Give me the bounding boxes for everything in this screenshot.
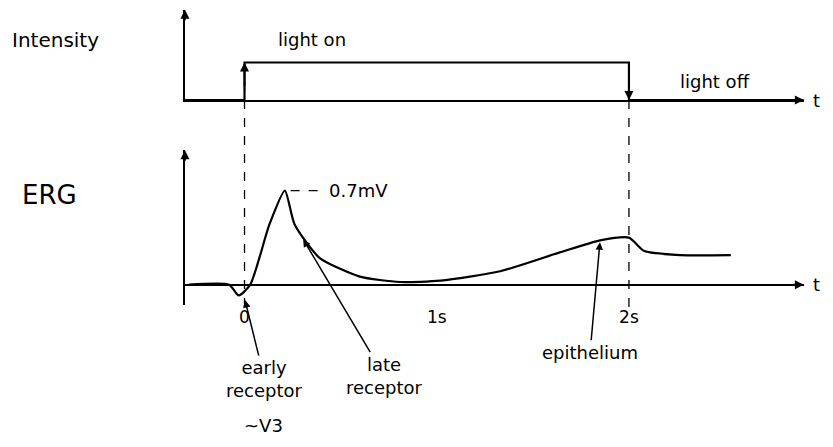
svg-text:1s: 1s bbox=[427, 307, 447, 327]
svg-text:light on: light on bbox=[278, 29, 346, 50]
svg-text:0.7mV: 0.7mV bbox=[329, 180, 388, 201]
svg-text:~V3: ~V3 bbox=[244, 415, 283, 436]
svg-text:earlyreceptor: earlyreceptor bbox=[226, 357, 303, 401]
svg-text:Intensity: Intensity bbox=[12, 28, 99, 52]
svg-text:t: t bbox=[813, 274, 820, 295]
svg-text:light off: light off bbox=[680, 71, 750, 92]
svg-text:epithelium: epithelium bbox=[542, 342, 638, 363]
svg-text:t: t bbox=[813, 90, 820, 111]
svg-text:latereceptor: latereceptor bbox=[346, 354, 423, 398]
svg-text:ERG: ERG bbox=[22, 180, 77, 210]
svg-text:2s: 2s bbox=[619, 307, 639, 327]
svg-text:0: 0 bbox=[239, 307, 250, 327]
